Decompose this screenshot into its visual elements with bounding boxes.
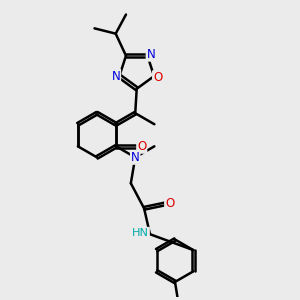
Text: N: N bbox=[131, 151, 140, 164]
Text: N: N bbox=[147, 48, 155, 61]
Text: N: N bbox=[112, 70, 120, 83]
Text: O: O bbox=[165, 197, 174, 210]
Text: O: O bbox=[137, 140, 146, 153]
Text: O: O bbox=[153, 71, 162, 84]
Text: HN: HN bbox=[132, 228, 149, 238]
